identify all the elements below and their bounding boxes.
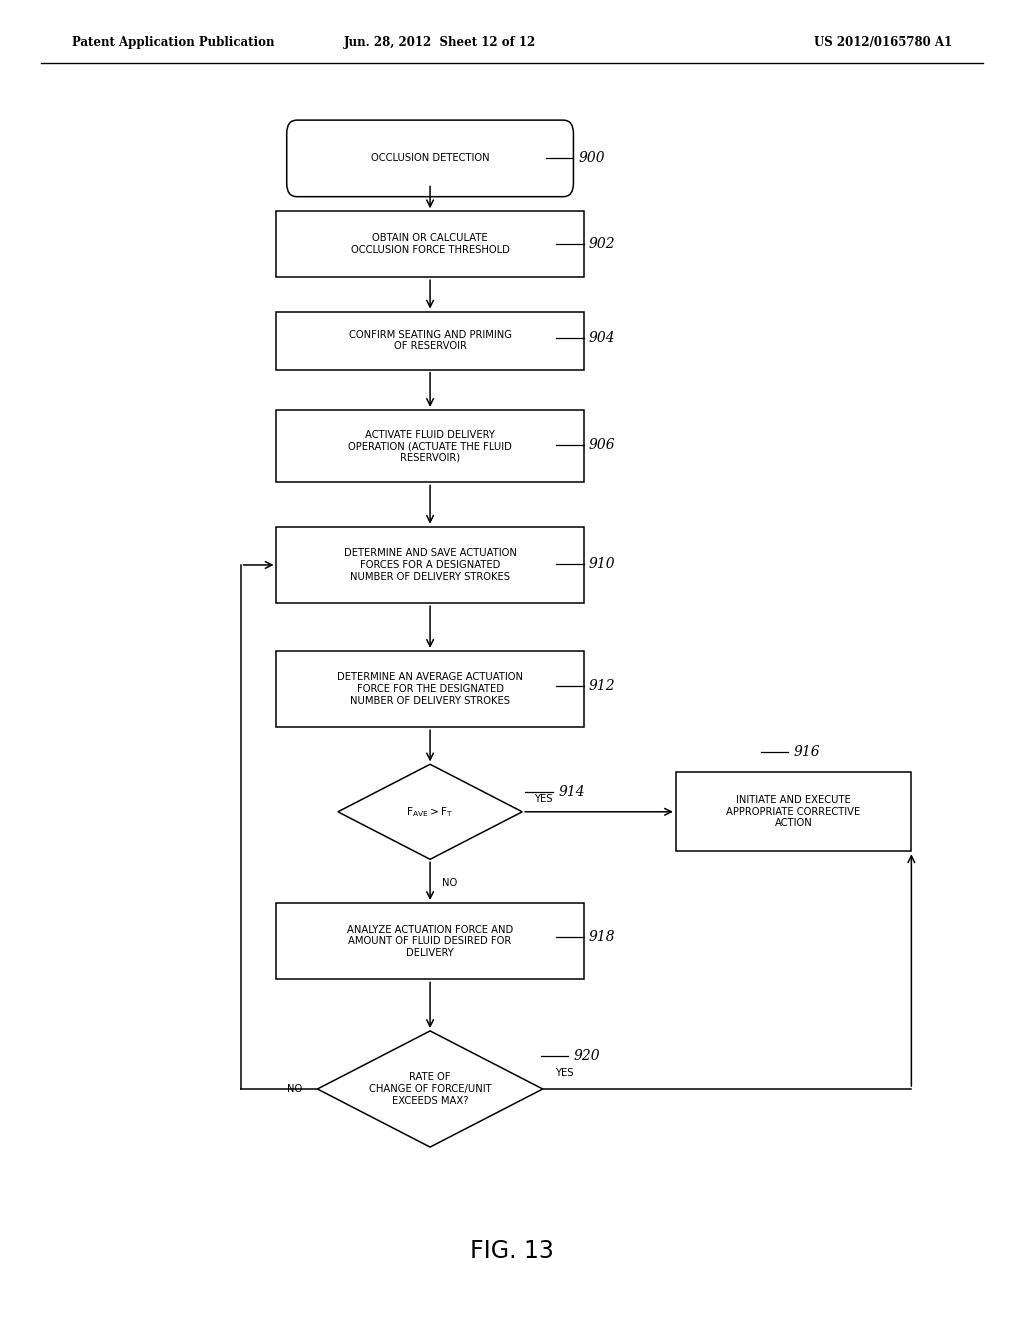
Text: 914: 914 bbox=[558, 785, 585, 799]
Text: CONFIRM SEATING AND PRIMING
OF RESERVOIR: CONFIRM SEATING AND PRIMING OF RESERVOIR bbox=[348, 330, 512, 351]
Text: YES: YES bbox=[535, 793, 553, 804]
Bar bbox=[276, 903, 584, 979]
Text: 902: 902 bbox=[589, 238, 615, 251]
Text: NO: NO bbox=[442, 878, 458, 888]
Text: 920: 920 bbox=[573, 1049, 600, 1063]
Text: US 2012/0165780 A1: US 2012/0165780 A1 bbox=[814, 36, 952, 49]
Text: 910: 910 bbox=[589, 557, 615, 570]
Text: RATE OF
CHANGE OF FORCE/UNIT
EXCEEDS MAX?: RATE OF CHANGE OF FORCE/UNIT EXCEEDS MAX… bbox=[369, 1072, 492, 1106]
FancyBboxPatch shape bbox=[287, 120, 573, 197]
Polygon shape bbox=[338, 764, 522, 859]
Text: YES: YES bbox=[555, 1068, 573, 1078]
Bar bbox=[276, 527, 584, 603]
Text: Jun. 28, 2012  Sheet 12 of 12: Jun. 28, 2012 Sheet 12 of 12 bbox=[344, 36, 537, 49]
Polygon shape bbox=[317, 1031, 543, 1147]
Text: 900: 900 bbox=[579, 152, 605, 165]
Text: NO: NO bbox=[287, 1084, 302, 1094]
Bar bbox=[676, 772, 911, 851]
Text: 906: 906 bbox=[589, 438, 615, 451]
Text: Patent Application Publication: Patent Application Publication bbox=[72, 36, 274, 49]
Text: 916: 916 bbox=[794, 746, 820, 759]
Bar bbox=[276, 651, 584, 727]
Text: OCCLUSION DETECTION: OCCLUSION DETECTION bbox=[371, 153, 489, 164]
Text: 904: 904 bbox=[589, 331, 615, 345]
Text: DETERMINE AND SAVE ACTUATION
FORCES FOR A DESIGNATED
NUMBER OF DELIVERY STROKES: DETERMINE AND SAVE ACTUATION FORCES FOR … bbox=[344, 548, 516, 582]
Text: FIG. 13: FIG. 13 bbox=[470, 1239, 554, 1263]
Text: 912: 912 bbox=[589, 680, 615, 693]
Bar bbox=[276, 312, 584, 370]
Text: OBTAIN OR CALCULATE
OCCLUSION FORCE THRESHOLD: OBTAIN OR CALCULATE OCCLUSION FORCE THRE… bbox=[350, 234, 510, 255]
Bar bbox=[276, 409, 584, 482]
Text: INITIATE AND EXECUTE
APPROPRIATE CORRECTIVE
ACTION: INITIATE AND EXECUTE APPROPRIATE CORRECT… bbox=[726, 795, 861, 829]
Text: DETERMINE AN AVERAGE ACTUATION
FORCE FOR THE DESIGNATED
NUMBER OF DELIVERY STROK: DETERMINE AN AVERAGE ACTUATION FORCE FOR… bbox=[337, 672, 523, 706]
Text: $\mathregular{F_{AVE}}$$\mathregular{>F_T}$: $\mathregular{F_{AVE}}$$\mathregular{>F_… bbox=[407, 805, 454, 818]
Text: ACTIVATE FLUID DELIVERY
OPERATION (ACTUATE THE FLUID
RESERVOIR): ACTIVATE FLUID DELIVERY OPERATION (ACTUA… bbox=[348, 429, 512, 463]
Bar bbox=[276, 211, 584, 277]
Text: 918: 918 bbox=[589, 931, 615, 944]
Text: ANALYZE ACTUATION FORCE AND
AMOUNT OF FLUID DESIRED FOR
DELIVERY: ANALYZE ACTUATION FORCE AND AMOUNT OF FL… bbox=[347, 924, 513, 958]
